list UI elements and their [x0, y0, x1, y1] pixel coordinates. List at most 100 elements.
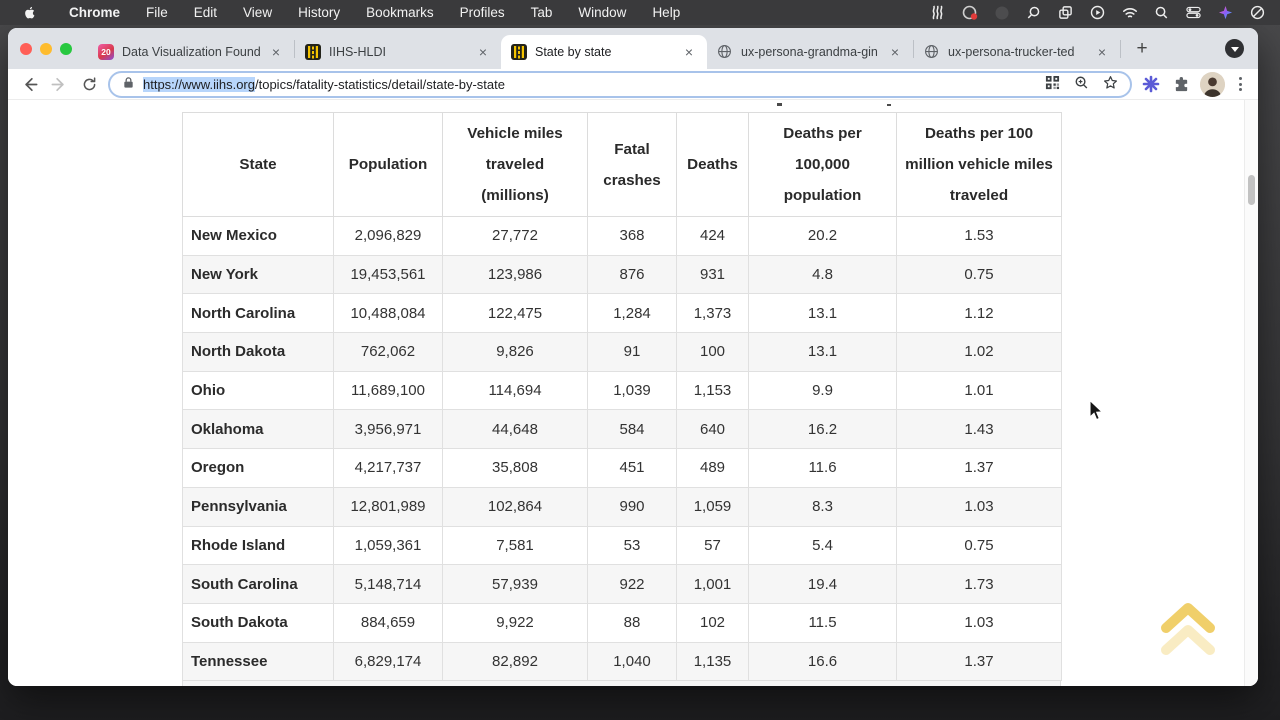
tab-close-icon[interactable]: ×	[1097, 44, 1107, 60]
reload-button[interactable]	[78, 73, 100, 95]
menu-item-chrome[interactable]: Chrome	[69, 5, 121, 20]
menu-item-help[interactable]: Help	[652, 5, 681, 20]
state-cell: South Dakota	[182, 602, 334, 643]
menu-item-edit[interactable]: Edit	[193, 5, 218, 20]
course-20-favicon: 20	[98, 44, 114, 60]
spotlight-search-icon[interactable]	[1153, 4, 1170, 21]
deaths-per-100m-vmt-cell: 1.03	[896, 486, 1062, 527]
population-cell: 12,801,989	[333, 486, 443, 527]
forward-button[interactable]	[48, 73, 70, 95]
state-cell: Rhode Island	[182, 525, 334, 566]
mouse-cursor	[1088, 399, 1106, 428]
back-button[interactable]	[18, 73, 40, 95]
tab-iihs-hldi[interactable]: IIHS-HLDI ×	[295, 35, 501, 69]
deaths-per-100m-vmt-cell: 1.01	[896, 370, 1062, 411]
play-circle-icon[interactable]	[1089, 4, 1106, 21]
deaths-per-100m-vmt-cell: 1.02	[896, 332, 1062, 372]
fatal-crashes-cell: 1,040	[587, 641, 677, 682]
tab-close-icon[interactable]: ×	[890, 44, 900, 60]
menu-item-bookmarks[interactable]: Bookmarks	[366, 5, 434, 20]
scrollbar-thumb[interactable]	[1248, 175, 1255, 205]
sparkle-icon[interactable]	[1217, 4, 1234, 21]
table-row: Pennsylvania 12,801,989 102,864 990 1,05…	[182, 486, 1062, 527]
table-row: Tennessee 6,829,174 82,892 1,040 1,135 1…	[182, 641, 1062, 682]
population-cell: 19,453,561	[333, 254, 443, 295]
control-center-icon[interactable]	[1185, 4, 1202, 21]
iihs-road-favicon	[511, 44, 527, 60]
deaths-per-100k-cell: 11.5	[748, 602, 897, 643]
tab-label: ux-persona-grandma-gin	[741, 45, 878, 59]
clipped-table-row	[182, 681, 1061, 686]
waves-icon[interactable]	[929, 4, 946, 21]
extensions-puzzle-icon[interactable]	[1170, 73, 1192, 95]
page-content: State Population Vehicle miles traveled (m…	[8, 100, 1258, 686]
scrollbar-track[interactable]	[1244, 100, 1258, 686]
table-row: North Dakota 762,062 9,826 91 100 13.1 1…	[182, 332, 1062, 372]
tab-close-icon[interactable]: ×	[271, 44, 281, 60]
column-header: State	[182, 112, 334, 217]
address-bar[interactable]: https://www.iihs.org/topics/fatality-sta…	[108, 70, 1132, 98]
state-cell: New Mexico	[182, 216, 334, 256]
deaths-per-100k-cell: 13.1	[748, 293, 897, 334]
tab-ux-persona-grandma[interactable]: ux-persona-grandma-gin ×	[707, 35, 913, 69]
menu-item-tab[interactable]: Tab	[530, 5, 553, 20]
dimmed-app-icon[interactable]	[993, 4, 1010, 21]
vmt-cell: 35,808	[442, 448, 588, 488]
fatal-crashes-cell: 88	[587, 602, 677, 643]
vmt-cell: 44,648	[442, 409, 588, 450]
deaths-cell: 1,059	[676, 486, 749, 527]
menu-item-history[interactable]: History	[298, 5, 341, 20]
close-window-button[interactable]	[20, 42, 32, 55]
tab-divider	[913, 39, 914, 58]
tab-divider	[294, 39, 295, 58]
new-tab-button[interactable]: +	[1136, 37, 1148, 59]
url-text[interactable]: https://www.iihs.org/topics/fatality-sta…	[143, 76, 1029, 92]
meet-badge-icon[interactable]	[961, 4, 978, 21]
deaths-per-100m-vmt-cell: 1.73	[896, 564, 1062, 604]
population-cell: 4,217,737	[333, 448, 443, 488]
extension-asterisk-icon[interactable]	[1140, 73, 1162, 95]
tab-search-button[interactable]	[1225, 39, 1244, 58]
fullscreen-window-button[interactable]	[60, 42, 72, 55]
chrome-menu-icon[interactable]	[1233, 77, 1248, 91]
tab-ux-persona-trucker[interactable]: ux-persona-trucker-ted ×	[914, 35, 1120, 69]
menu-item-file[interactable]: File	[146, 5, 168, 20]
profile-avatar[interactable]	[1200, 71, 1225, 97]
menu-item-window[interactable]: Window	[578, 5, 627, 20]
population-cell: 10,488,084	[333, 293, 443, 334]
zoom-glass-icon[interactable]	[1025, 4, 1042, 21]
tab-divider	[1120, 39, 1121, 58]
fatal-crashes-cell: 451	[587, 448, 677, 488]
tab-state-by-state[interactable]: State by state ×	[501, 35, 707, 69]
menu-item-view[interactable]: View	[243, 5, 273, 20]
table-row: South Dakota 884,659 9,922 88 102 11.5 1…	[182, 602, 1062, 643]
vmt-cell: 122,475	[442, 293, 588, 334]
qr-code-icon[interactable]	[1045, 75, 1060, 93]
menu-status-icons	[929, 4, 1266, 21]
population-cell: 11,689,100	[333, 370, 443, 411]
windows-stack-icon[interactable]	[1057, 4, 1074, 21]
zoom-level-icon[interactable]	[1074, 75, 1089, 93]
lock-icon[interactable]	[122, 76, 135, 92]
apple-icon[interactable]	[22, 5, 38, 21]
deaths-per-100k-cell: 9.9	[748, 370, 897, 411]
table-body: New Mexico 2,096,829 27,772 368 424 20.2…	[182, 216, 1062, 682]
state-cell: Oregon	[182, 448, 334, 488]
tab-close-icon[interactable]: ×	[478, 44, 488, 60]
vmt-cell: 114,694	[442, 370, 588, 411]
tab-strip: 20 Data Visualization Founda × IIHS-HLDI…	[8, 28, 1258, 69]
globe-favicon	[717, 44, 733, 60]
minimize-window-button[interactable]	[40, 42, 52, 55]
tab-close-icon[interactable]: ×	[684, 44, 694, 60]
focus-slash-icon[interactable]	[1249, 4, 1266, 21]
back-to-top-button[interactable]	[1158, 598, 1218, 662]
menu-item-profiles[interactable]: Profiles	[459, 5, 505, 20]
vmt-cell: 123,986	[442, 254, 588, 295]
table-row: South Carolina 5,148,714 57,939 922 1,00…	[182, 564, 1062, 604]
column-header: Population	[333, 112, 443, 217]
fatal-crashes-cell: 876	[587, 254, 677, 295]
tab-data-visualization[interactable]: 20 Data Visualization Founda ×	[88, 35, 294, 69]
bookmark-star-icon[interactable]	[1103, 75, 1118, 93]
deaths-per-100k-cell: 5.4	[748, 525, 897, 566]
wifi-icon[interactable]	[1121, 4, 1138, 21]
